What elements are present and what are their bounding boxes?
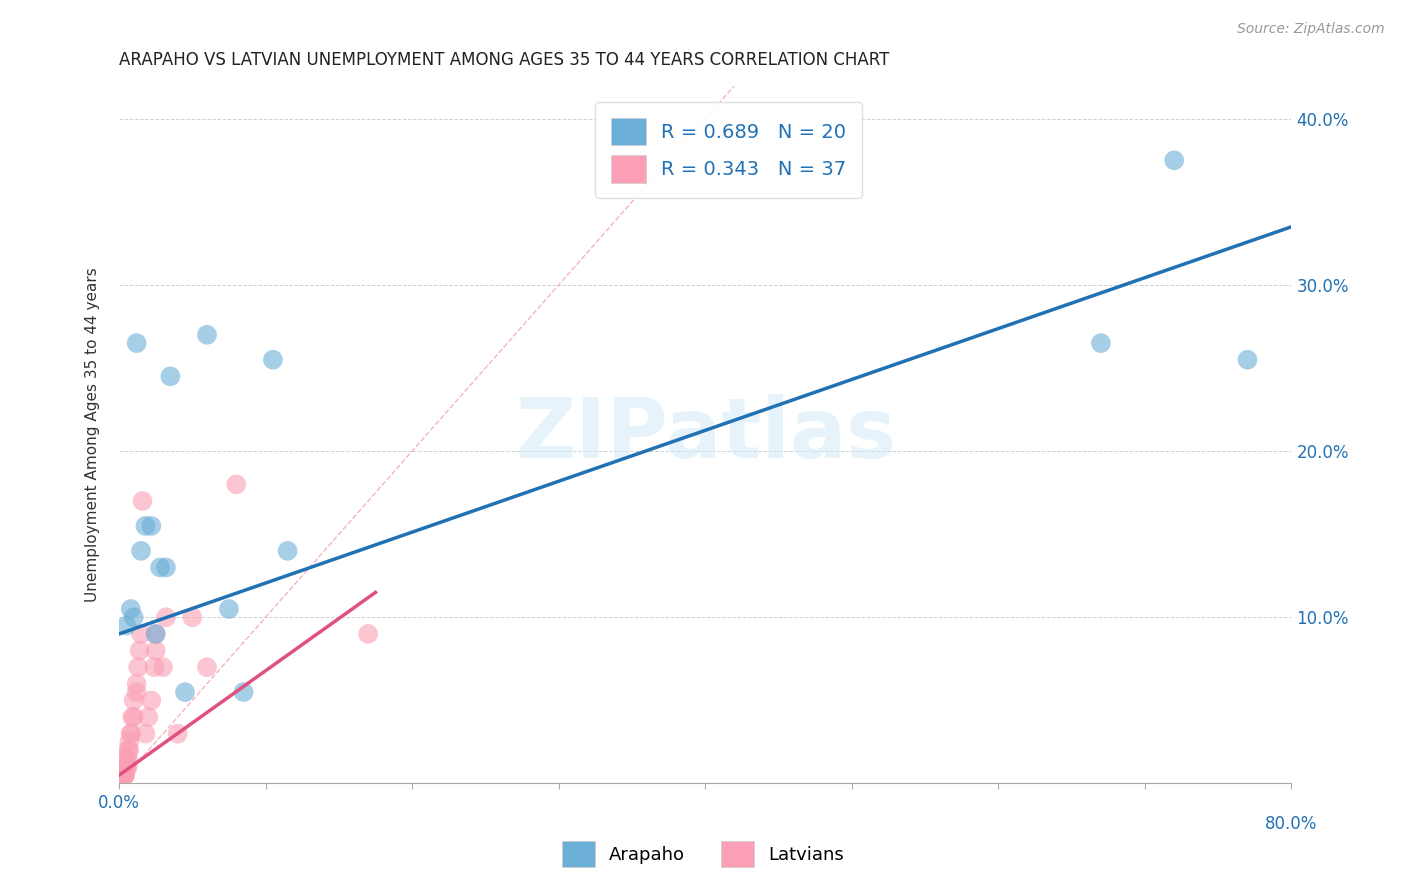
Point <box>145 627 167 641</box>
Point <box>120 726 142 740</box>
Point <box>143 660 166 674</box>
Point <box>120 602 142 616</box>
Point <box>145 627 167 641</box>
Point <box>131 494 153 508</box>
Point <box>128 643 150 657</box>
Point <box>115 760 138 774</box>
Point <box>166 726 188 740</box>
Text: ZIPatlas: ZIPatlas <box>515 394 896 475</box>
Point <box>125 336 148 351</box>
Point <box>115 618 138 632</box>
Point <box>111 768 134 782</box>
Point <box>134 726 156 740</box>
Point <box>118 735 141 749</box>
Point <box>115 760 138 774</box>
Point <box>357 627 380 641</box>
Point <box>152 660 174 674</box>
Point <box>125 685 148 699</box>
Text: Source: ZipAtlas.com: Source: ZipAtlas.com <box>1237 22 1385 37</box>
Point <box>195 660 218 674</box>
Point <box>129 544 152 558</box>
Point <box>174 685 197 699</box>
Point <box>225 477 247 491</box>
Point <box>138 710 160 724</box>
Point <box>155 610 177 624</box>
Point <box>1236 352 1258 367</box>
Point <box>114 768 136 782</box>
Point <box>125 677 148 691</box>
Point <box>134 519 156 533</box>
Y-axis label: Unemployment Among Ages 35 to 44 years: Unemployment Among Ages 35 to 44 years <box>86 267 100 602</box>
Point <box>155 560 177 574</box>
Point <box>114 768 136 782</box>
Point <box>117 760 139 774</box>
Point <box>118 743 141 757</box>
Point <box>232 685 254 699</box>
Point <box>120 726 142 740</box>
Text: ARAPAHO VS LATVIAN UNEMPLOYMENT AMONG AGES 35 TO 44 YEARS CORRELATION CHART: ARAPAHO VS LATVIAN UNEMPLOYMENT AMONG AG… <box>120 51 890 69</box>
Point <box>117 743 139 757</box>
Point <box>117 751 139 765</box>
Point <box>145 643 167 657</box>
Point <box>1090 336 1112 351</box>
Point <box>121 710 143 724</box>
Legend: R = 0.689   N = 20, R = 0.343   N = 37: R = 0.689 N = 20, R = 0.343 N = 37 <box>595 103 862 198</box>
Point <box>122 610 145 624</box>
Point <box>1163 153 1185 168</box>
Point <box>129 627 152 641</box>
Text: 80.0%: 80.0% <box>1265 815 1317 833</box>
Point <box>195 327 218 342</box>
Point <box>141 519 163 533</box>
Point <box>141 693 163 707</box>
Point <box>127 660 149 674</box>
Point <box>262 352 284 367</box>
Point <box>159 369 181 384</box>
Point <box>181 610 204 624</box>
Point <box>149 560 172 574</box>
Legend: Arapaho, Latvians: Arapaho, Latvians <box>555 834 851 874</box>
Point <box>277 544 299 558</box>
Point <box>218 602 240 616</box>
Point <box>122 693 145 707</box>
Point <box>122 710 145 724</box>
Point <box>115 751 138 765</box>
Point <box>112 768 135 782</box>
Point <box>114 768 136 782</box>
